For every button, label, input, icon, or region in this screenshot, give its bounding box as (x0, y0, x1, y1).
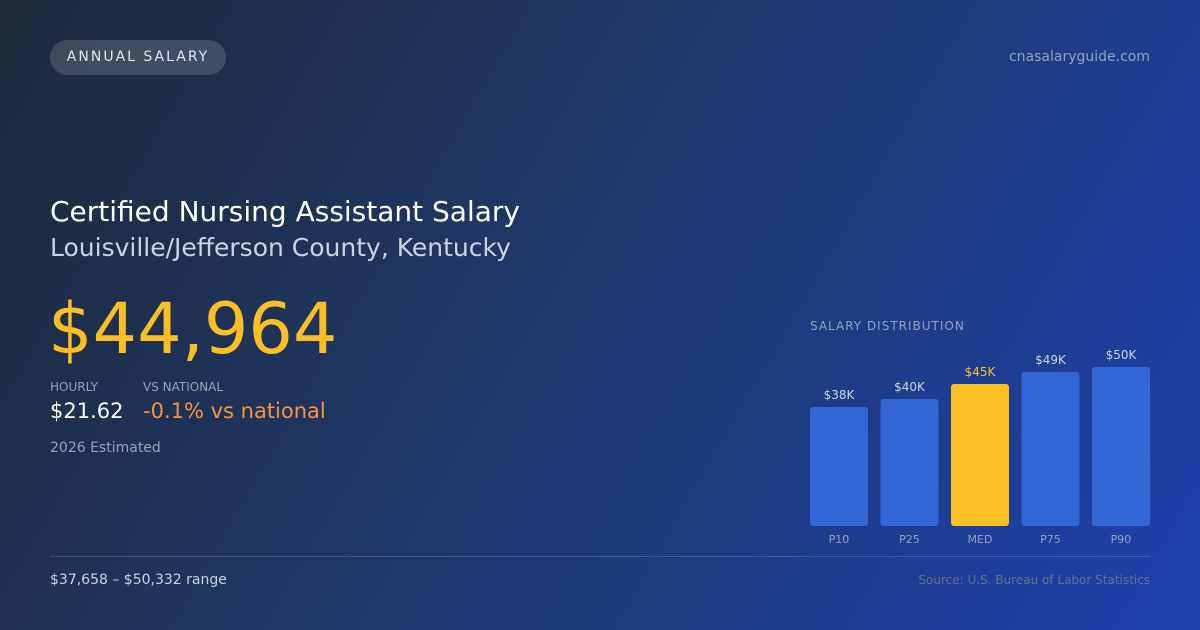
value-label: $38K (824, 388, 856, 402)
source: Source: U.S. Bureau of Labor Statistics (918, 573, 1150, 587)
value-label: $45K (965, 365, 997, 379)
stat-value: -0.1% vs national (143, 399, 326, 423)
bar (810, 407, 868, 526)
x-tick-label: P75 (1040, 533, 1061, 546)
note: 2026 Estimated (50, 440, 161, 456)
x-tick-label: P25 (899, 533, 920, 546)
subtitle: Louisville/Jefferson County, Kentucky (50, 233, 511, 262)
site: cnasalaryguide.com (1008, 49, 1150, 65)
stat-label: VS NATIONAL (143, 380, 224, 394)
bar (1092, 367, 1150, 526)
divider (50, 556, 1150, 557)
stat-label: HOURLY (50, 380, 99, 394)
chart-title: SALARY DISTRIBUTION (810, 319, 965, 333)
value-label: $40K (894, 380, 926, 394)
x-tick-label: MED (968, 533, 993, 546)
stat-value: $21.62 (50, 399, 124, 423)
bar (880, 399, 939, 526)
value-label: $50K (1106, 348, 1138, 362)
salary: $44,964 (48, 288, 338, 370)
x-tick-label: P90 (1111, 533, 1132, 546)
chart: SALARY DISTRIBUTION $38K P10 $40K P25 $45K ME… (810, 319, 1150, 546)
range: $37,658 – $50,332 range (50, 572, 227, 588)
value-label: $49K (1035, 353, 1067, 367)
bar (1021, 371, 1080, 526)
badge: ANNUAL SALARY (50, 40, 226, 75)
x-tick-label: P10 (829, 533, 850, 546)
title: Certified Nursing Assistant Salary (50, 195, 520, 228)
bar (951, 383, 1009, 526)
